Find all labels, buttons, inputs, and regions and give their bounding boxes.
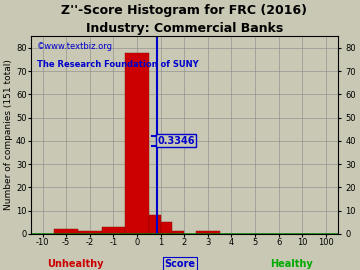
- Text: The Research Foundation of SUNY: The Research Foundation of SUNY: [37, 60, 198, 69]
- Bar: [54, 229, 78, 234]
- Bar: [149, 215, 161, 234]
- Bar: [196, 231, 220, 234]
- Bar: [102, 227, 125, 234]
- Bar: [161, 222, 172, 234]
- Bar: [125, 53, 149, 234]
- Text: Healthy: Healthy: [270, 259, 313, 269]
- Bar: [172, 231, 184, 234]
- Text: 0.3346: 0.3346: [157, 136, 195, 146]
- Bar: [78, 231, 102, 234]
- Y-axis label: Number of companies (151 total): Number of companies (151 total): [4, 60, 13, 211]
- Text: Unhealthy: Unhealthy: [47, 259, 103, 269]
- Title: Z''-Score Histogram for FRC (2016)
Industry: Commercial Banks: Z''-Score Histogram for FRC (2016) Indus…: [61, 4, 307, 35]
- Text: ©www.textbiz.org: ©www.textbiz.org: [37, 42, 113, 51]
- Text: Score: Score: [165, 259, 195, 269]
